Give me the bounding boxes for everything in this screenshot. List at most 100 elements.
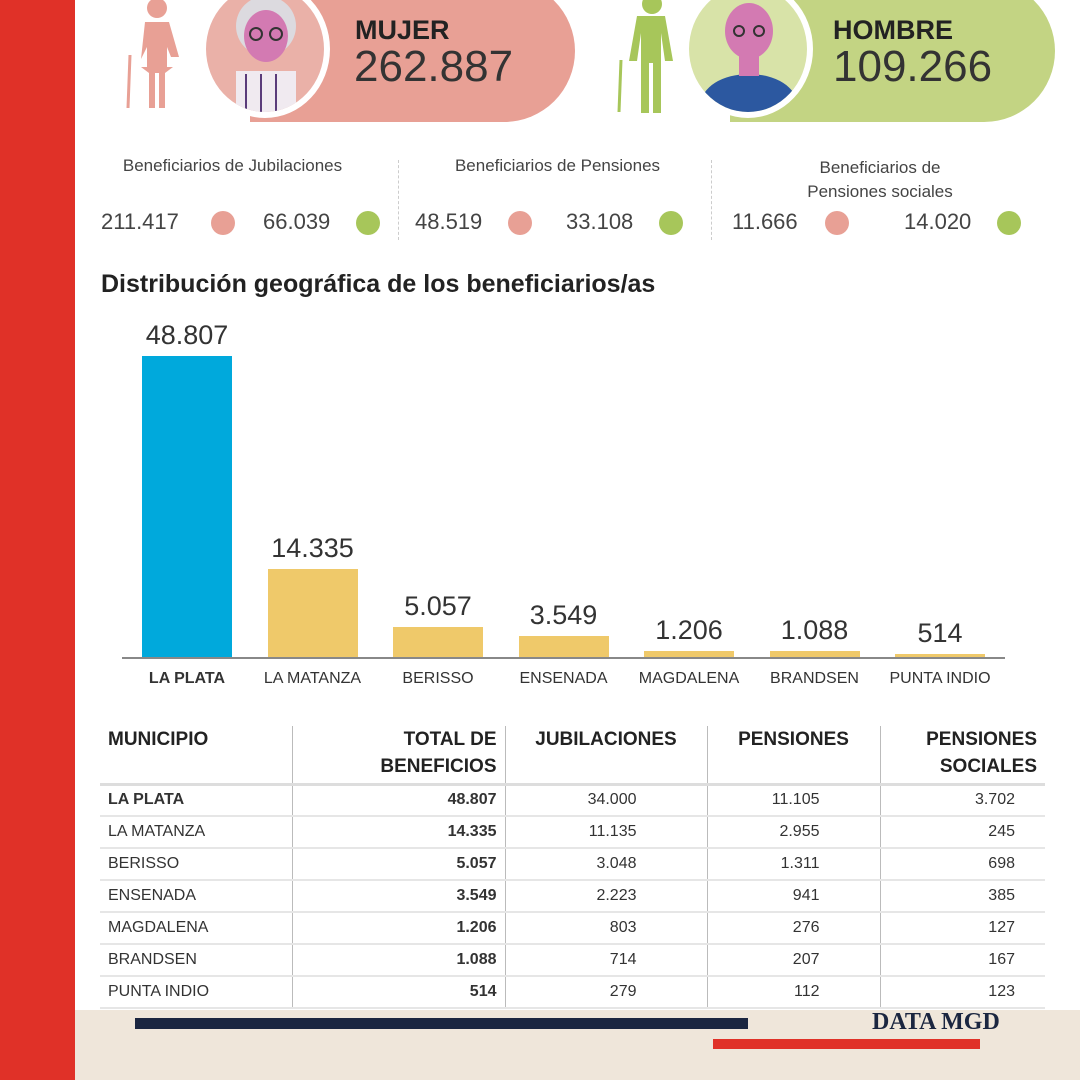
table-cell: 803: [504, 912, 707, 945]
table-cell: 1.088: [291, 944, 505, 977]
category-label: MAGDALENA: [638, 670, 740, 687]
bar-value-label: 1.206: [655, 614, 723, 645]
table-cell: 3.549: [291, 880, 505, 913]
table-cell: 11.105: [706, 784, 880, 817]
bar-la-plata: [142, 356, 232, 658]
column-header: TOTAL DE BENEFICIOS: [291, 726, 505, 786]
table-cell: PUNTA INDIO: [100, 976, 292, 1009]
male-total: 109.266: [833, 42, 993, 91]
bar-berisso: [393, 626, 483, 658]
table-cell: 123: [879, 976, 1045, 1009]
stat-soc-male: 14.020: [904, 209, 972, 234]
table-row: ENSENADA 3.549 2.223 941 385: [100, 880, 1045, 913]
table-cell: 112: [706, 976, 880, 1009]
stat-jub-female: 211.417: [101, 209, 179, 234]
table-cell: 3.048: [504, 848, 707, 881]
table-cell: 1.206: [291, 912, 505, 945]
category-label: BRANDSEN: [770, 670, 859, 687]
category-label: LA PLATA: [148, 670, 226, 687]
female-label: MUJER: [355, 15, 450, 45]
category-label: LA MATANZA: [263, 670, 362, 687]
female-total: 262.887: [354, 42, 514, 91]
bar-value-label: 3.549: [529, 600, 598, 631]
bar-magdalena: [644, 650, 734, 658]
stat-pen-male: 33.108: [566, 209, 634, 234]
category-label: BERISSO: [402, 670, 474, 687]
table-cell: 11.135: [504, 816, 707, 849]
stat-title-pensiones-sociales: Beneficiarios de Pensiones sociales: [807, 158, 953, 201]
table-row: BRANDSEN 1.088 714 207 167: [100, 944, 1045, 977]
bar-value-label: 1.088: [780, 615, 849, 646]
bar-la-matanza: [267, 569, 358, 658]
table-cell: BERISSO: [100, 848, 292, 881]
red-bar: [713, 1039, 980, 1049]
female-dot-icon: [508, 211, 532, 235]
table-cell: 698: [879, 848, 1045, 881]
navy-bar: [135, 1018, 748, 1029]
stat-pen-female: 48.519: [415, 209, 483, 234]
table-cell: 127: [879, 912, 1045, 945]
table-cell: 2.223: [504, 880, 707, 913]
red-side-band: [0, 0, 75, 1080]
table-cell: 167: [879, 944, 1045, 977]
grandfather-avatar-icon: [683, 0, 813, 118]
stat-jub-male: 66.039: [263, 209, 331, 234]
table-cell: LA MATANZA: [100, 816, 292, 849]
column-header: PENSIONES SOCIALES: [879, 726, 1045, 786]
divider: [398, 160, 399, 240]
male-label: HOMBRE: [833, 15, 953, 45]
stat-soc-female: 11.666: [732, 209, 798, 234]
municipio-table: MUNICIPIO TOTAL DE BENEFICIOS JUBILACIONES…: [100, 726, 1045, 1009]
table-cell: MAGDALENA: [100, 912, 292, 945]
grandmother-avatar-icon: [200, 0, 330, 118]
table-cell: LA PLATA: [100, 784, 292, 817]
table-cell: ENSENADA: [100, 880, 292, 913]
male-dot-icon: [659, 211, 683, 235]
bar-value-label: 5.057: [404, 590, 472, 621]
bar-punta-indio: [895, 654, 985, 658]
table-cell: 2.955: [706, 816, 880, 849]
table-cell: 207: [706, 944, 880, 977]
table-cell: 1.311: [706, 848, 880, 881]
category-label: PUNTA INDIO: [889, 670, 991, 687]
table-cell: 279: [504, 976, 707, 1009]
table-cell: 5.057: [291, 848, 505, 881]
table-cell: 245: [879, 816, 1045, 849]
table-cell: 34.000: [504, 784, 707, 817]
male-figure-icon: [615, 0, 685, 115]
chart-baseline: [122, 657, 1005, 659]
column-header: JUBILACIONES: [504, 726, 707, 786]
table-cell: 941: [706, 880, 880, 913]
female-dot-icon: [825, 211, 849, 235]
column-header: PENSIONES: [706, 726, 880, 786]
category-label: ENSENADA: [519, 670, 608, 687]
female-figure-icon: [125, 0, 195, 110]
column-header: MUNICIPIO: [100, 726, 292, 786]
table-cell: 514: [291, 976, 505, 1009]
table-cell: 14.335: [291, 816, 505, 849]
stat-title-jubilaciones: Beneficiarios de Jubilaciones: [122, 156, 343, 175]
table-cell: BRANDSEN: [100, 944, 292, 977]
table-cell: 48.807: [291, 784, 505, 817]
bar-value-label: 48.807: [145, 320, 229, 350]
female-dot-icon: [211, 211, 235, 235]
bar-value-label: 14.335: [271, 533, 354, 564]
bar-brandsen: [769, 651, 860, 658]
chart-title: Distribución geográfica de los beneficia…: [101, 270, 656, 298]
male-dot-icon: [997, 211, 1021, 235]
divider: [711, 160, 712, 240]
male-dot-icon: [356, 211, 380, 235]
table-cell: 276: [706, 912, 880, 945]
table-row: PUNTA INDIO 514 279 112 123: [100, 976, 1045, 1009]
table-row: BERISSO 5.057 3.048 1.311 698: [100, 848, 1045, 881]
bar-ensenada: [518, 636, 609, 658]
table-cell: 385: [879, 880, 1045, 913]
table-row: LA MATANZA 14.335 11.135 2.955 245: [100, 816, 1045, 849]
stat-title-pensiones: Beneficiarios de Pensiones: [454, 156, 661, 175]
table-row: LA PLATA 48.807 34.000 11.105 3.702: [100, 784, 1045, 817]
bar-value-label: 514: [917, 618, 963, 648]
table-cell: 3.702: [879, 784, 1045, 817]
table-row: MAGDALENA 1.206 803 276 127: [100, 912, 1045, 945]
table-cell: 714: [504, 944, 707, 977]
brand-label: DATA MGD: [872, 1009, 1000, 1035]
